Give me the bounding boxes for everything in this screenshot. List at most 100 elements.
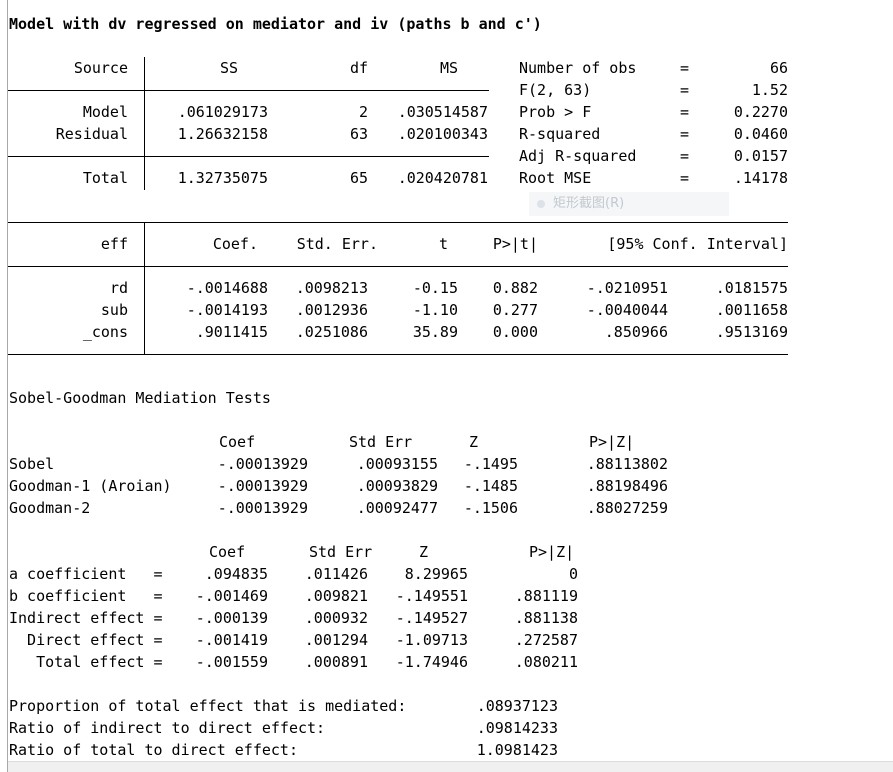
stat-value: 0.0460: [733, 125, 788, 143]
coef-header-coef: Coef.: [212, 235, 258, 253]
coef-row-var: sub: [100, 301, 128, 319]
sobel-row-label: Sobel: [9, 455, 55, 473]
anova-vertical-rule: [144, 57, 145, 190]
stat-label: F(2, 63): [519, 81, 592, 99]
effect-row-label: b coefficient =: [9, 587, 163, 605]
sobel-row-label: Goodman-1 (Aroian): [9, 477, 172, 495]
sobel-row-p: .88198496: [586, 477, 668, 495]
effects-header-p: P>|Z|: [529, 543, 575, 561]
effects-header-stderr: Std Err: [309, 543, 373, 561]
effect-row-z: -1.09713: [395, 631, 468, 649]
coef-bottom-rule: [8, 354, 788, 355]
effect-row-label: Total effect =: [9, 653, 163, 671]
effect-row-stderr: .000891: [304, 653, 368, 671]
ratio-value: .09814233: [476, 719, 558, 737]
coef-row-p: 0.882: [492, 279, 538, 297]
stat-label: R-squared: [519, 125, 601, 143]
stat-equals: =: [680, 59, 690, 77]
ratio-value: 1.0981423: [476, 741, 558, 759]
anova-row-ms: .030514587: [397, 103, 488, 121]
coef-row-var: rd: [109, 279, 128, 297]
horizontal-scrollbar[interactable]: [8, 761, 893, 772]
context-menu-item-label: 矩形截图(R): [553, 196, 625, 211]
coef-top-rule: [8, 222, 788, 223]
coef-row-ci-low: -.0210951: [586, 279, 668, 297]
anova-row-ss: 1.32735075: [177, 169, 268, 187]
anova-header-ms: MS: [439, 59, 458, 77]
sobel-row-coef: -.00013929: [217, 477, 308, 495]
coef-header-stderr: Std. Err.: [296, 235, 378, 253]
sobel-row-p: .88027259: [586, 499, 668, 517]
ratio-value: .08937123: [476, 697, 558, 715]
anova-row-ms: .020100343: [397, 125, 488, 143]
stat-equals: =: [680, 147, 690, 165]
stat-value: 0.2270: [733, 103, 788, 121]
stat-equals: =: [680, 81, 690, 99]
stat-label: Prob > F: [519, 103, 592, 121]
coef-row-t: -0.15: [412, 279, 458, 297]
stat-equals: =: [680, 125, 690, 143]
anova-row-df: 63: [349, 125, 368, 143]
coef-vertical-rule: [144, 222, 145, 354]
sobel-header-z: Z: [469, 433, 479, 451]
coef-row-ci-low: -.0040044: [586, 301, 668, 319]
anova-row-label: Total: [82, 169, 128, 187]
coef-header-t: t: [438, 235, 448, 253]
coef-row-coef: -.0014688: [186, 279, 268, 297]
output-title: Model with dv regressed on mediator and …: [9, 15, 542, 33]
effects-header-z: Z: [419, 543, 429, 561]
coef-row-p: 0.277: [492, 301, 538, 319]
effect-row-stderr: .000932: [304, 609, 368, 627]
anova-total-rule: [8, 156, 489, 157]
radio-dot-icon: [537, 199, 545, 208]
effect-row-stderr: .001294: [304, 631, 368, 649]
coef-row-ci-high: .0011658: [715, 301, 788, 319]
sobel-row-stderr: .00093155: [356, 455, 438, 473]
stat-value: 66: [769, 59, 788, 77]
sobel-title: Sobel-Goodman Mediation Tests: [9, 389, 271, 407]
context-menu-rectangle-screenshot-item[interactable]: 矩形截图(R): [529, 192, 729, 216]
effect-row-p: 0: [568, 565, 578, 583]
anova-row-label: Model: [82, 103, 128, 121]
anova-row-label: Residual: [55, 125, 128, 143]
ratio-label: Ratio of indirect to direct effect:: [9, 719, 326, 737]
effect-row-stderr: .011426: [304, 565, 368, 583]
effect-row-label: Indirect effect =: [9, 609, 163, 627]
coef-header-ci: [95% Conf. Interval]: [607, 235, 788, 253]
anova-row-df: 2: [358, 103, 368, 121]
effect-row-z: 8.29965: [404, 565, 468, 583]
coef-row-ci-high: .9513169: [715, 323, 788, 341]
sobel-row-coef: -.00013929: [217, 499, 308, 517]
sobel-row-stderr: .00092477: [356, 499, 438, 517]
sobel-row-z: -.1506: [463, 499, 518, 517]
stat-label: Root MSE: [519, 169, 592, 187]
coef-row-t: 35.89: [412, 323, 458, 341]
anova-header-rule: [8, 90, 489, 91]
coef-row-stderr: .0012936: [295, 301, 368, 319]
coef-row-coef: -.0014193: [186, 301, 268, 319]
anova-header-df: df: [349, 59, 368, 77]
anova-header-ss: SS: [219, 59, 239, 77]
sobel-row-z: -.1485: [463, 477, 518, 495]
coef-row-stderr: .0251086: [295, 323, 368, 341]
anova-row-ms: .020420781: [397, 169, 488, 187]
stat-equals: =: [680, 103, 690, 121]
coef-header-eff: eff: [100, 235, 128, 253]
effect-row-p: .272587: [514, 631, 578, 649]
anova-row-ss: 1.26632158: [177, 125, 268, 143]
effect-row-p: .881119: [514, 587, 578, 605]
effect-row-z: -.149551: [395, 587, 468, 605]
sobel-row-p: .88113802: [586, 455, 668, 473]
effect-row-z: -1.74946: [395, 653, 468, 671]
window-left-border: [7, 0, 8, 772]
effect-row-p: .881138: [514, 609, 578, 627]
sobel-header-stderr: Std Err: [349, 433, 413, 451]
coef-row-ci-high: .0181575: [715, 279, 788, 297]
ratio-label: Ratio of total to direct effect:: [9, 741, 298, 759]
stat-value: 0.0157: [733, 147, 788, 165]
sobel-row-label: Goodman-2: [9, 499, 91, 517]
effect-row-coef: -.000139: [195, 609, 268, 627]
sobel-row-coef: -.00013929: [217, 455, 308, 473]
effect-row-p: .080211: [514, 653, 578, 671]
sobel-row-z: -.1495: [463, 455, 518, 473]
